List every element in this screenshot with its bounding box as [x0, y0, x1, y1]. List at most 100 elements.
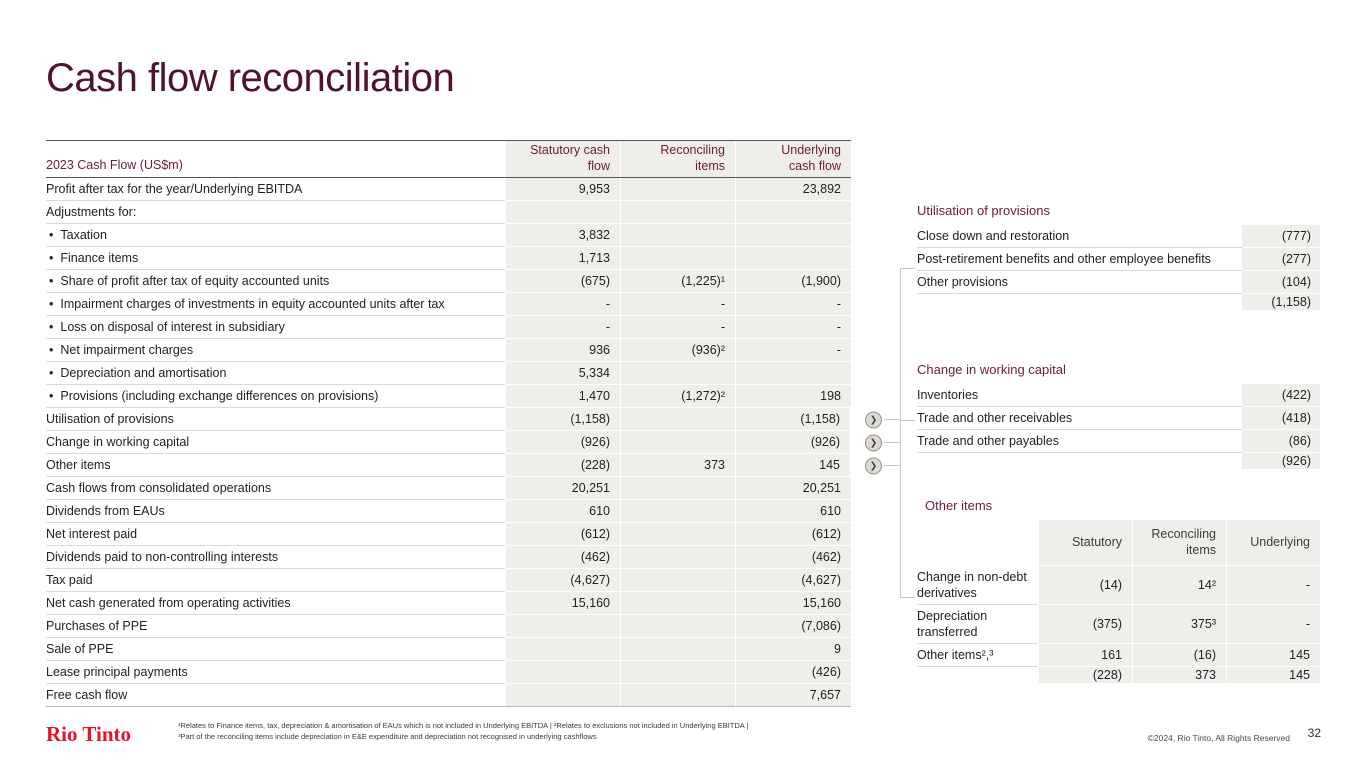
cell-value: 3,832	[505, 224, 620, 247]
cell-value	[620, 201, 735, 224]
table-row: (1,158)	[917, 294, 1320, 311]
table-row: Other items²,³ 161 (16) 145	[917, 644, 1320, 667]
table-row: (228) 373 145	[917, 667, 1320, 684]
cell-value: (1,158)	[1242, 294, 1320, 311]
row-label: Utilisation of provisions	[46, 408, 505, 431]
table-row: Free cash flow 7,657	[46, 684, 851, 707]
cell-value	[620, 408, 735, 431]
cell-value: (926)	[735, 431, 850, 454]
cell-value: (926)	[1242, 453, 1320, 470]
connector-line	[884, 442, 901, 443]
cell-value: (7,086)	[735, 615, 851, 638]
cell-value	[735, 362, 851, 385]
row-label: Adjustments for:	[46, 201, 505, 224]
other-items-panel: Other items Statutory Reconciling items …	[917, 498, 1320, 684]
cell-value: (462)	[735, 546, 851, 569]
cell-value: 9,953	[505, 178, 620, 201]
table-row: Adjustments for:	[46, 201, 851, 224]
cell-value: 145	[1226, 667, 1320, 684]
page-number: 32	[1307, 726, 1321, 740]
cell-value	[620, 569, 735, 592]
cell-value: (228)	[505, 454, 620, 477]
cell-value	[620, 615, 735, 638]
row-label: Change in non-debt derivatives	[917, 566, 1038, 605]
cell-value: 373	[620, 454, 735, 477]
cell-value: (418)	[1242, 407, 1320, 430]
cell-value: -	[505, 316, 620, 339]
cell-value: 145	[735, 454, 850, 477]
column-header-reconciling: Reconciling items	[620, 141, 735, 177]
table-row: Share of profit after tax of equity acco…	[46, 270, 851, 293]
cell-value: -	[1226, 605, 1320, 644]
row-label: Finance items	[46, 247, 505, 270]
cell-value	[620, 638, 735, 661]
table-row: Utilisation of provisions (1,158) (1,158) ❯	[46, 408, 882, 431]
cell-value: 1,713	[505, 247, 620, 270]
column-header-underlying: Underlying cash flow	[735, 141, 851, 177]
row-label: Taxation	[46, 224, 505, 247]
cell-value: (1,900)	[735, 270, 851, 293]
expand-chevron-icon[interactable]: ❯	[865, 434, 882, 451]
table-row: Cash flows from consolidated operations 2…	[46, 477, 851, 500]
provisions-panel: Utilisation of provisions Close down and…	[917, 203, 1320, 311]
cell-value	[620, 362, 735, 385]
cell-value: (4,627)	[505, 569, 620, 592]
table-row: Purchases of PPE (7,086)	[46, 615, 851, 638]
table-row: Post-retirement benefits and other emplo…	[917, 248, 1320, 271]
cell-value: (104)	[1242, 271, 1320, 294]
cell-value	[505, 638, 620, 661]
table-row: Loss on disposal of interest in subsidia…	[46, 316, 851, 339]
slide-title: Cash flow reconciliation	[46, 56, 455, 100]
cell-value: -	[620, 293, 735, 316]
cell-value	[620, 661, 735, 684]
table-row: Trade and other receivables (418)	[917, 407, 1320, 430]
connector-line	[900, 268, 901, 598]
row-label: Dividends from EAUs	[46, 500, 505, 523]
row-label: Share of profit after tax of equity acco…	[46, 270, 505, 293]
column-header-underlying: Underlying	[1226, 520, 1320, 566]
cell-value	[735, 224, 851, 247]
table-row: Provisions (including exchange differenc…	[46, 385, 851, 408]
connector-line	[900, 268, 915, 269]
cell-value: (936)²	[620, 339, 735, 362]
table-row: Change in working capital (926) (926) ❯	[46, 431, 882, 454]
cell-value	[505, 615, 620, 638]
expand-chevron-icon[interactable]: ❯	[865, 457, 882, 474]
cell-value: (426)	[735, 661, 851, 684]
cell-value: 15,160	[505, 592, 620, 615]
row-label: Lease principal payments	[46, 661, 505, 684]
header-spacer	[917, 520, 1038, 566]
other-items-table: Change in non-debt derivatives (14) 14² - De…	[917, 566, 1320, 684]
cell-value	[620, 546, 735, 569]
row-label: Inventories	[917, 384, 1242, 407]
cash-flow-table: 2023 Cash Flow (US$m) Statutory cash flo…	[46, 140, 882, 707]
cell-value: (375)	[1038, 605, 1132, 644]
row-label	[917, 667, 1038, 684]
cell-value	[620, 592, 735, 615]
rio-tinto-logo: Rio Tinto	[46, 722, 132, 746]
cell-value: (462)	[505, 546, 620, 569]
cell-value: (1,158)	[735, 408, 850, 431]
row-label: Trade and other receivables	[917, 407, 1242, 430]
footnote-line-1: ¹Relates to Finance items, tax, deprecia…	[178, 721, 749, 730]
row-label: Post-retirement benefits and other emplo…	[917, 248, 1242, 271]
cell-value: 5,334	[505, 362, 620, 385]
cell-value: (228)	[1038, 667, 1132, 684]
table-row: Other items (228) 373 145 ❯	[46, 454, 882, 477]
cell-value	[620, 431, 735, 454]
table-body: Profit after tax for the year/Underlying…	[46, 178, 882, 707]
row-label: Net impairment charges	[46, 339, 505, 362]
cell-value	[505, 661, 620, 684]
cell-value: (1,225)¹	[620, 270, 735, 293]
row-label: Net interest paid	[46, 523, 505, 546]
cell-value	[620, 224, 735, 247]
expand-chevron-icon[interactable]: ❯	[865, 411, 882, 428]
table-row: Change in non-debt derivatives (14) 14² -	[917, 566, 1320, 605]
cell-value	[505, 684, 620, 707]
row-label	[917, 294, 1242, 311]
table-row: Sale of PPE 9	[46, 638, 851, 661]
cell-value	[620, 247, 735, 270]
cell-value	[620, 523, 735, 546]
